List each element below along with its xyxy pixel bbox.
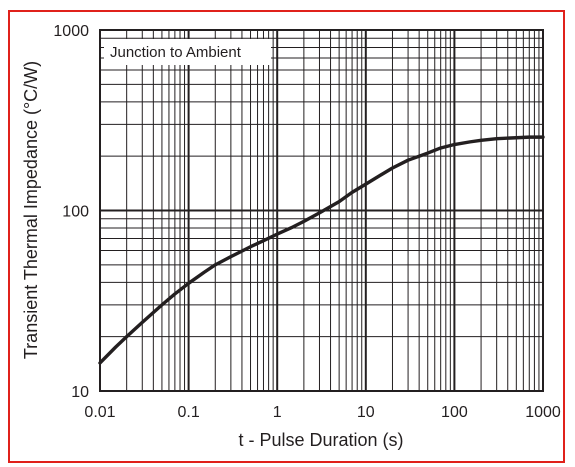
plot-border <box>99 29 544 392</box>
x-tick-label: 0.1 <box>177 404 199 421</box>
y-axis-label: Transient Thermal Impedance (°C/W) <box>21 61 41 359</box>
series-line-thermal-impedance <box>98 135 545 365</box>
x-tick-labels: 0.01 0.1 1 10 100 1000 <box>84 404 560 421</box>
y-tick-label: 100 <box>62 204 89 221</box>
annotation-background <box>104 39 271 65</box>
annotation-junction-to-ambient: Junction to Ambient <box>110 44 242 61</box>
x-tick-label: 0.01 <box>84 404 115 421</box>
y-tick-label: 1000 <box>53 23 89 40</box>
y-tick-labels: 10 100 1000 <box>53 23 89 401</box>
outer-border <box>8 10 565 463</box>
y-tick-label: 10 <box>71 384 89 401</box>
x-tick-label: 1000 <box>525 404 561 421</box>
x-axis-label: t - Pulse Duration (s) <box>238 430 403 450</box>
x-tick-label: 10 <box>357 404 375 421</box>
x-tick-label: 100 <box>441 404 468 421</box>
x-tick-label: 1 <box>273 404 282 421</box>
